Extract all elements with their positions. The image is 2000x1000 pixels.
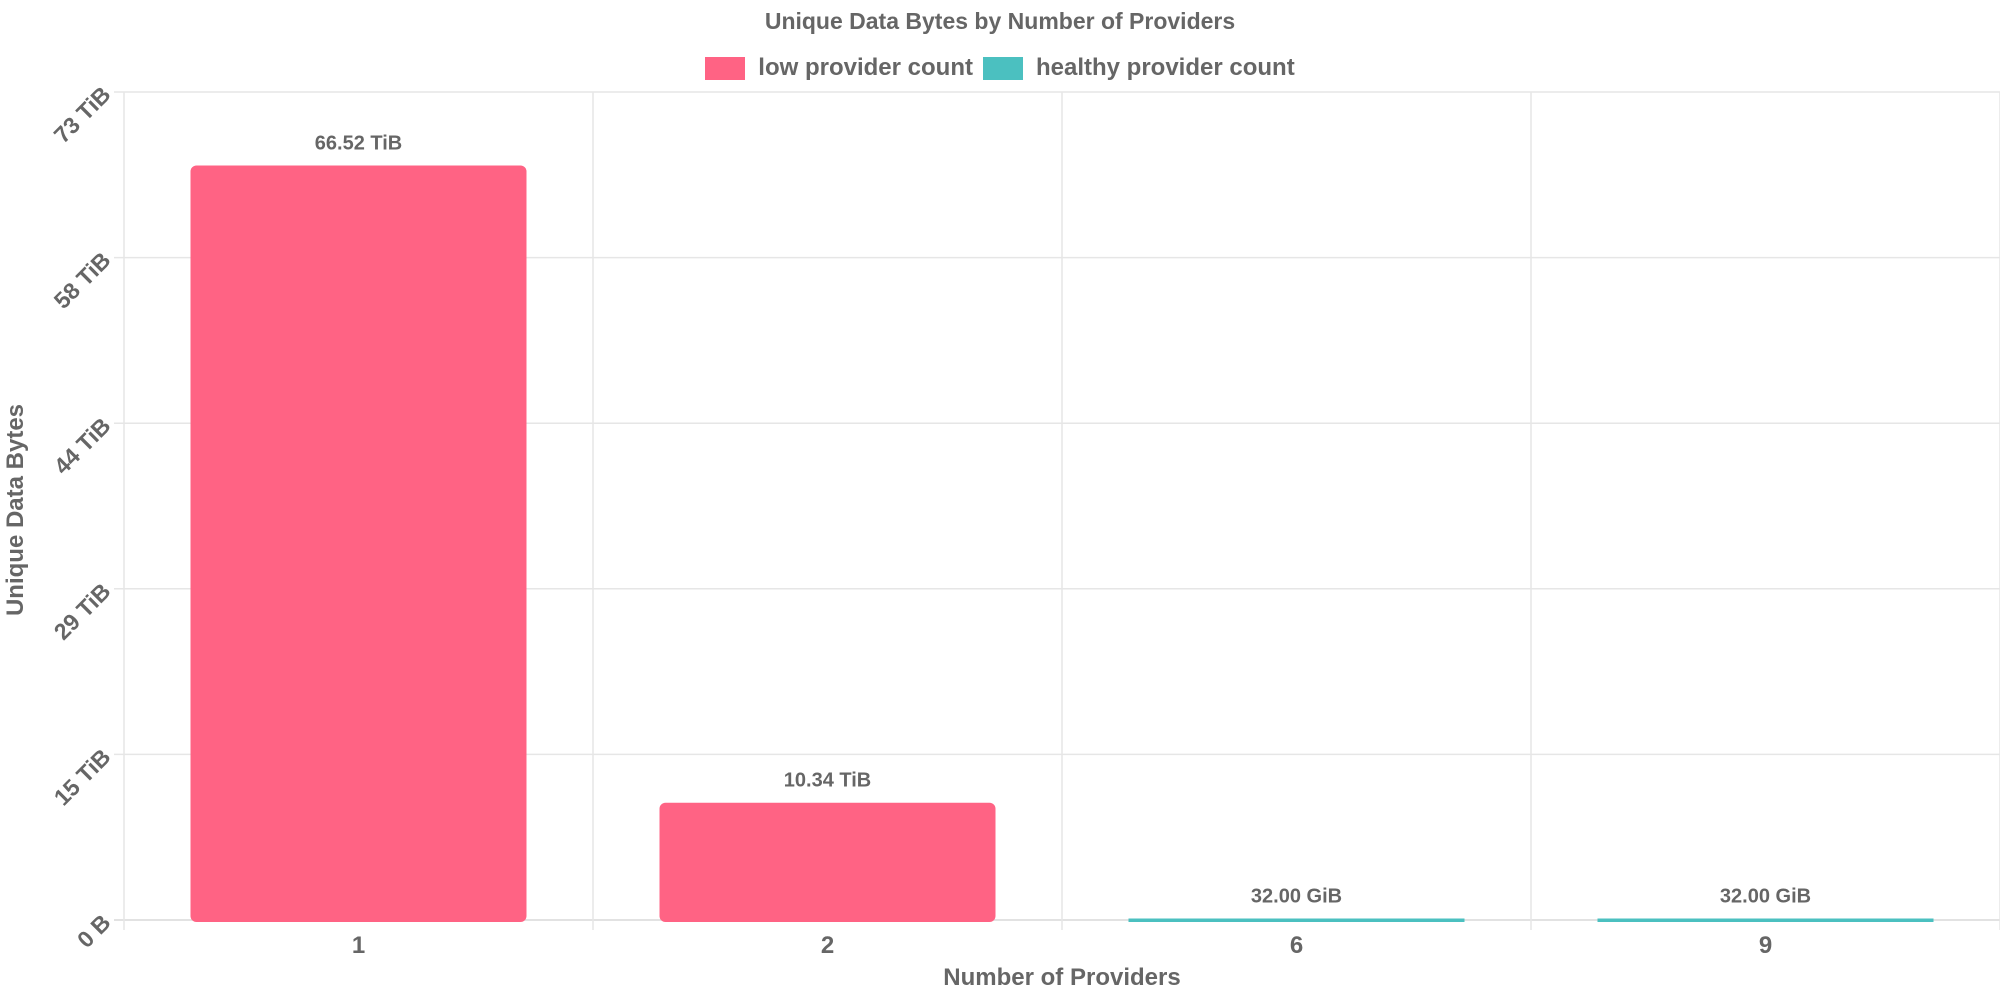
- x-tick-label: 6: [1290, 932, 1303, 959]
- y-tick-label: 58 TiB: [49, 247, 116, 314]
- legend-item-low[interactable]: low provider count: [705, 54, 973, 82]
- chart-title: Unique Data Bytes by Number of Providers: [764, 8, 1236, 34]
- bar-healthy: [1597, 918, 1934, 922]
- x-tick-label: 2: [821, 932, 834, 959]
- bar-low: [190, 165, 527, 923]
- legend-item-healthy[interactable]: healthy provider count: [982, 54, 1295, 82]
- bar-value-label: 66.52 TiB: [315, 132, 402, 154]
- y-tick-label: 73 TiB: [49, 81, 116, 148]
- chart-legend: low provider count healthy provider coun…: [0, 54, 2000, 82]
- legend-swatch-healthy: [982, 56, 1023, 80]
- y-tick-label: 29 TiB: [49, 578, 116, 645]
- bar-value-label: 32.00 GiB: [1251, 886, 1342, 908]
- x-tick-label: 9: [1759, 932, 1772, 959]
- y-tick-label: 44 TiB: [49, 412, 116, 479]
- y-tick-label: 0 B: [72, 909, 116, 953]
- y-tick-label: 15 TiB: [49, 744, 116, 811]
- legend-swatch-low: [705, 56, 746, 80]
- bar-value-label: 32.00 GiB: [1720, 886, 1811, 908]
- legend-label-healthy: healthy provider count: [1035, 54, 1295, 81]
- bar-value-label: 10.34 TiB: [784, 770, 871, 792]
- x-tick-label: 1: [352, 932, 365, 959]
- x-axis-label: Number of Providers: [943, 964, 1181, 991]
- bar-low: [659, 802, 996, 922]
- bar-healthy: [1128, 918, 1465, 922]
- legend-label-low: low provider count: [758, 54, 973, 81]
